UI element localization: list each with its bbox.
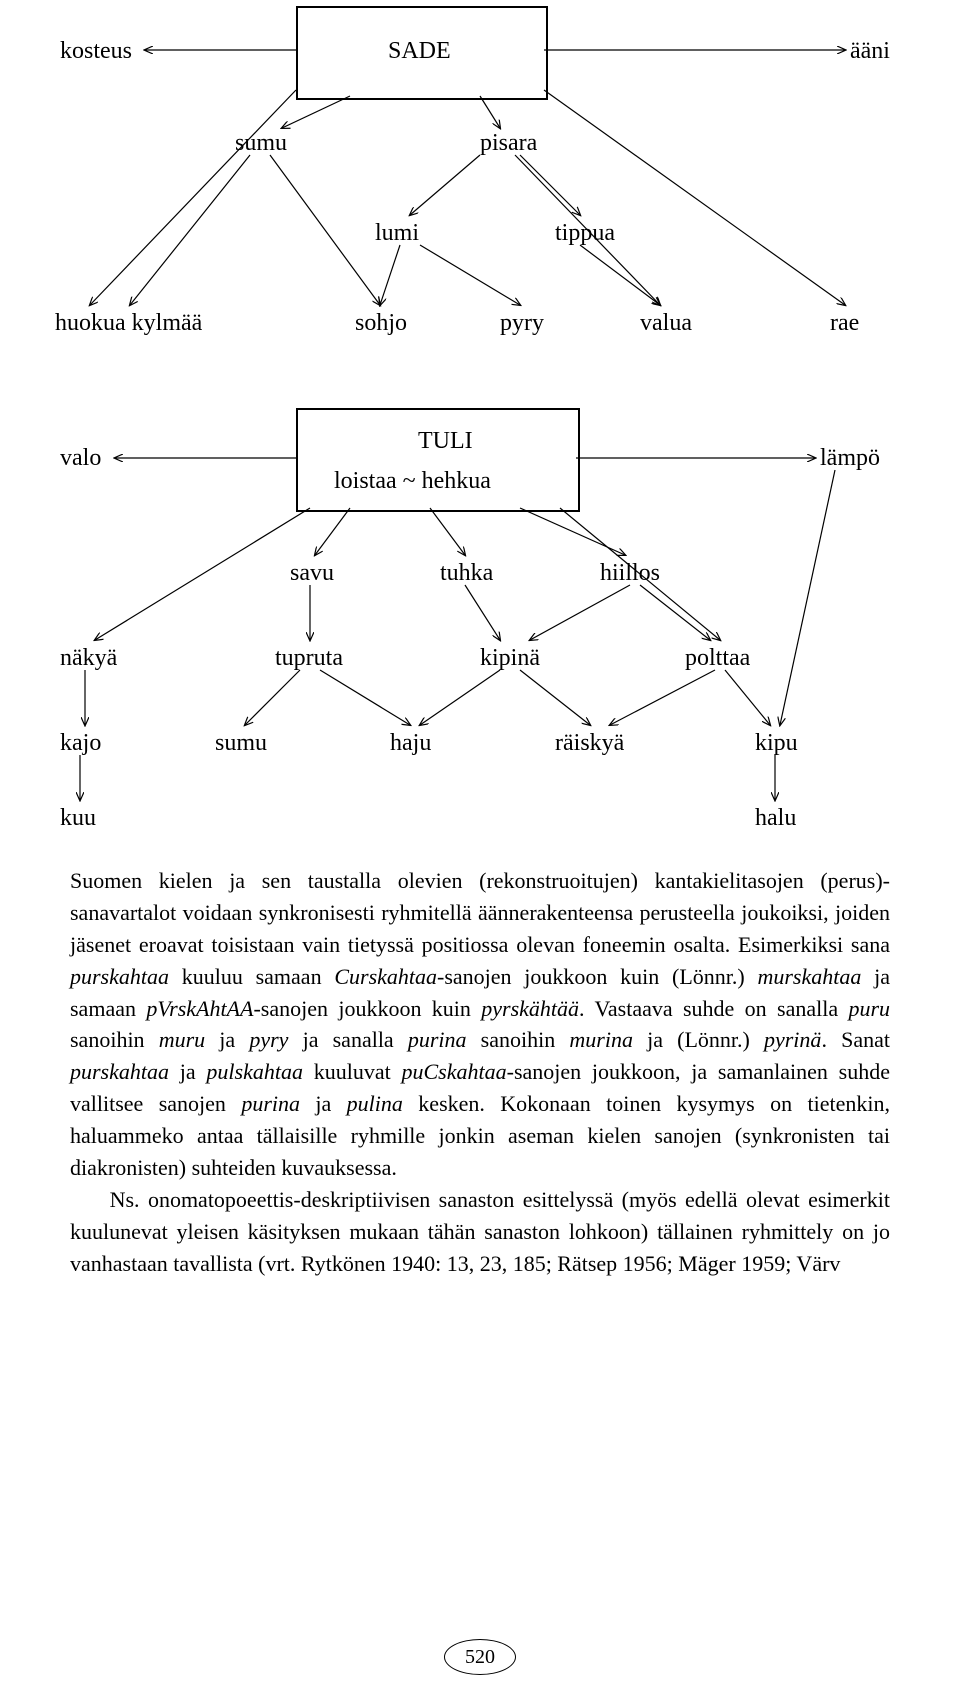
p1g: sanoihin xyxy=(70,1027,159,1052)
diagram2-node-haju: haju xyxy=(390,730,431,756)
i-Curskahtaa: Curskahtaa xyxy=(334,964,437,989)
i-purina: purina xyxy=(408,1027,467,1052)
diagram1-node-pyry: pyry xyxy=(500,310,544,336)
diagram2-node-raiskya: räiskyä xyxy=(555,730,624,756)
diagram2-node-halu: halu xyxy=(755,805,796,831)
diagram2-node-lampo: lämpö xyxy=(820,445,880,471)
i-pyrskahtaa: pyrskähtää xyxy=(481,996,579,1021)
p1j: sanoihin xyxy=(467,1027,570,1052)
paragraph-1: Suomen kielen ja sen taustalla olevien (… xyxy=(70,865,890,1184)
diagram2-node-sumu2: sumu xyxy=(215,730,267,756)
diagram2-node-kuu: kuu xyxy=(60,805,96,831)
diagram2-node-kipu: kipu xyxy=(755,730,798,756)
i-pVrskAhtAA: pVrskAhtAA xyxy=(146,996,253,1021)
diagram2-node-polttaa: polttaa xyxy=(685,645,750,671)
diagram1-box-label: SADE xyxy=(388,38,451,65)
p1l: . Sanat xyxy=(821,1027,890,1052)
i-pyry: pyry xyxy=(249,1027,288,1052)
page-number: 520 xyxy=(444,1639,516,1675)
p1h: ja xyxy=(205,1027,249,1052)
p1k: ja (Lönnr.) xyxy=(633,1027,764,1052)
i-purina2: purina xyxy=(241,1091,300,1116)
diagram1-node-tippua: tippua xyxy=(555,220,615,246)
i-murina: murina xyxy=(569,1027,633,1052)
diagram2-node-valo: valo xyxy=(60,445,101,471)
i-pulskahtaa: pulskahtaa xyxy=(206,1059,303,1084)
diagram2-box: TULI loistaa ~ hehkua xyxy=(296,408,580,512)
p1b: kuuluu samaan xyxy=(169,964,334,989)
diagram2-node-hiillos: hiillos xyxy=(600,560,660,586)
diagram2-box-label-top: TULI xyxy=(418,428,473,455)
diagram1-node-sohjo: sohjo xyxy=(355,310,407,336)
diagram1-node-lumi: lumi xyxy=(375,220,419,246)
page-container: SADE TULI loistaa ~ hehkua Suomen kielen… xyxy=(0,0,960,1699)
p1f: . Vastaava suhde on sanalla xyxy=(579,996,848,1021)
i-purskahtaa2: purskahtaa xyxy=(70,1059,169,1084)
i-puCskahtaa: puCskahtaa xyxy=(402,1059,507,1084)
p1e: -sanojen joukkoon kuin xyxy=(253,996,481,1021)
p1m: ja xyxy=(169,1059,206,1084)
i-pyrina: pyrinä xyxy=(764,1027,821,1052)
diagram2-node-kipina: kipinä xyxy=(480,645,540,671)
diagram1-node-valua: valua xyxy=(640,310,692,336)
diagram1-node-rae: rae xyxy=(830,310,859,336)
diagram1-node-aani: ääni xyxy=(850,38,890,64)
p1n: kuuluvat xyxy=(303,1059,402,1084)
diagram2-node-tuhka: tuhka xyxy=(440,560,493,586)
body-paragraphs: Suomen kielen ja sen taustalla olevien (… xyxy=(70,865,890,1280)
i-puru: puru xyxy=(848,996,890,1021)
diagram2-node-nakya: näkyä xyxy=(60,645,117,671)
diagram2-node-tupruta: tupruta xyxy=(275,645,343,671)
i-murskahtaa: murskahtaa xyxy=(757,964,861,989)
diagram2-node-savu: savu xyxy=(290,560,334,586)
i-pulina: pulina xyxy=(347,1091,403,1116)
diagram2-node-kajo: kajo xyxy=(60,730,101,756)
p1i: ja sanalla xyxy=(288,1027,407,1052)
p1c: -sanojen joukkoon kuin (Lönnr.) xyxy=(437,964,757,989)
diagram2-box-label-bot: loistaa ~ hehkua xyxy=(334,468,491,495)
diagram1-node-sumu: sumu xyxy=(235,130,287,156)
i-purskahtaa: purskahtaa xyxy=(70,964,169,989)
p1a: Suomen kielen ja sen taustalla olevien (… xyxy=(70,868,890,957)
diagram1-node-pisara: pisara xyxy=(480,130,537,156)
p1p: ja xyxy=(300,1091,347,1116)
i-muru: muru xyxy=(159,1027,205,1052)
diagram1-node-huokua: huokua kylmää xyxy=(55,310,202,336)
paragraph-2: Ns. onomatopoeettis-deskriptiivisen sana… xyxy=(70,1184,890,1280)
diagram1-box: SADE xyxy=(296,6,548,100)
diagram1-node-kosteus: kosteus xyxy=(60,38,132,64)
